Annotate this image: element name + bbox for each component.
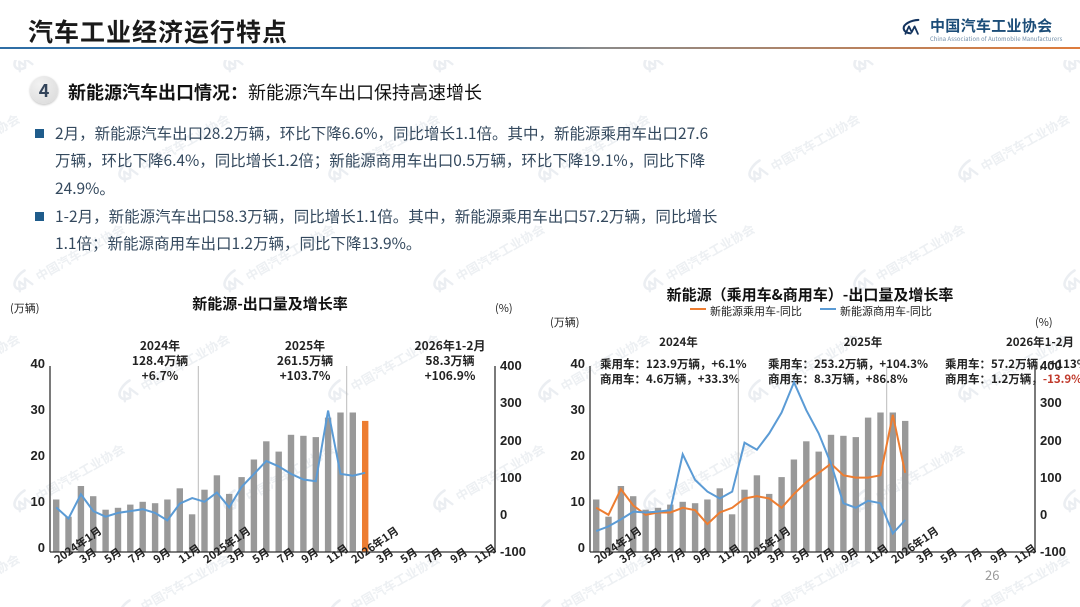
svg-text:10: 10 <box>571 494 585 509</box>
svg-text:中国汽车工业协会: 中国汽车工业协会 <box>452 60 549 65</box>
svg-text:0: 0 <box>500 507 507 522</box>
svg-text:10: 10 <box>31 494 45 509</box>
svg-text:30: 30 <box>31 402 45 417</box>
svg-text:200: 200 <box>1040 433 1062 448</box>
svg-text:300: 300 <box>500 395 522 410</box>
svg-text:20: 20 <box>571 448 585 463</box>
svg-text:中国汽车工业协会: 中国汽车工业协会 <box>242 60 339 65</box>
svg-text:100: 100 <box>1040 470 1062 485</box>
svg-text:400: 400 <box>500 358 522 373</box>
svg-text:中国汽车工业协会: 中国汽车工业协会 <box>872 60 969 65</box>
svg-text:20: 20 <box>31 448 45 463</box>
svg-text:300: 300 <box>1040 395 1062 410</box>
svg-text:40: 40 <box>31 356 45 371</box>
svg-text:0: 0 <box>1040 507 1047 522</box>
svg-text:中国汽车工业协会: 中国汽车工业协会 <box>0 108 23 175</box>
svg-text:100: 100 <box>500 470 522 485</box>
svg-text:中国汽车工业协会: 中国汽车工业协会 <box>32 60 129 65</box>
svg-text:中国汽车工业协会: 中国汽车工业协会 <box>662 60 759 65</box>
svg-text:30: 30 <box>571 402 585 417</box>
svg-text:200: 200 <box>500 433 522 448</box>
svg-text:400: 400 <box>1040 358 1062 373</box>
svg-text:40: 40 <box>571 356 585 371</box>
